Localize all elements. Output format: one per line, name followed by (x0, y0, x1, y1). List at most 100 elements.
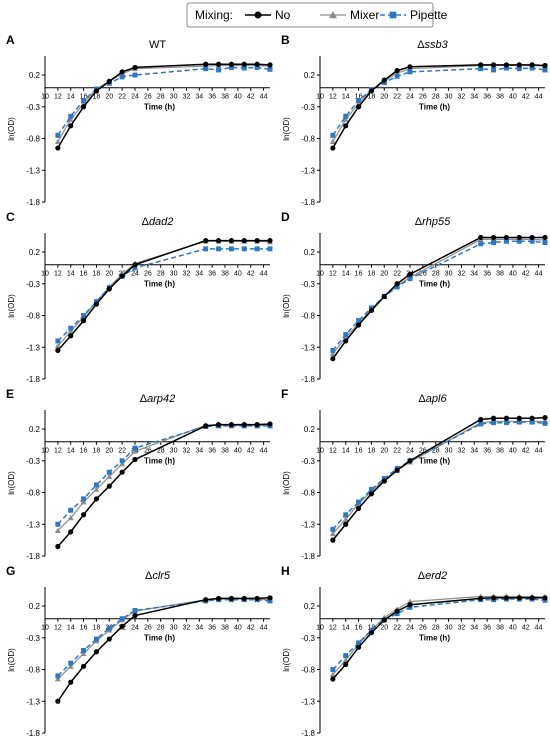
x-tick-label: 40 (509, 448, 517, 455)
data-point-no (355, 505, 362, 511)
x-tick-label: 26 (144, 448, 152, 455)
y-tick-label: -1.8 (26, 375, 40, 384)
y-tick-label: -0.3 (301, 457, 315, 466)
x-tick-label: 40 (509, 94, 517, 101)
data-point-no (330, 356, 336, 362)
x-tick-label: 16 (355, 271, 363, 278)
data-point-no (516, 595, 522, 601)
panel-letter: F (281, 387, 288, 401)
data-point-pipette (503, 65, 509, 71)
panel-letter: D (281, 210, 290, 224)
data-point-no (228, 61, 235, 67)
data-point-pipette (228, 64, 234, 70)
series-pipette (55, 246, 273, 344)
y-tick-label: -0.8 (26, 666, 40, 675)
x-tick-label: 10 (316, 94, 324, 101)
data-point-no (68, 333, 74, 339)
x-tick-label: 40 (509, 625, 517, 632)
y-tick-label: -1.3 (301, 166, 315, 175)
data-point-no (106, 286, 112, 292)
x-tick-label: 38 (496, 625, 504, 632)
x-tick-label: 20 (105, 448, 113, 455)
data-point-mixer (342, 657, 349, 663)
data-point-pipette (542, 67, 548, 73)
data-point-pipette (542, 420, 548, 426)
data-point-mixer (54, 676, 61, 682)
x-tick-label: 44 (535, 448, 543, 455)
x-tick-label: 16 (355, 625, 363, 632)
panel-d: DΔrhp55101214161820222426283032343638404… (281, 210, 548, 384)
data-point-no (203, 61, 209, 67)
series-pipette (55, 423, 273, 527)
data-point-no (381, 293, 387, 300)
data-point-mixer (329, 530, 336, 537)
x-tick-label: 30 (445, 625, 453, 632)
data-point-pipette (343, 512, 349, 518)
data-point-no (394, 281, 400, 287)
y-tick-label: -0.8 (301, 666, 315, 675)
data-point-no (529, 62, 535, 68)
data-point-pipette (407, 276, 413, 282)
data-point-pipette (529, 419, 535, 425)
x-tick-label: 14 (67, 94, 75, 101)
panel-f: F Δapl6 10 12 14 16 18 20 22 24 26 28 30 32 34 36 38 40 42… (281, 387, 548, 561)
y-tick-label: -1.8 (301, 198, 315, 207)
data-point-mixer (67, 514, 74, 521)
data-point-pipette (503, 420, 509, 426)
data-point-no (490, 415, 497, 421)
x-tick-label: 44 (260, 271, 268, 278)
data-point-mixer (54, 527, 61, 534)
data-point-no (254, 61, 260, 67)
x-tick-label: 32 (183, 271, 191, 278)
x-tick-label: 16 (80, 94, 88, 101)
data-point-no (503, 234, 510, 241)
x-tick-label: 28 (157, 625, 165, 632)
data-point-no (93, 649, 100, 655)
data-point-pipette (216, 246, 222, 252)
data-point-mixer (329, 671, 336, 677)
data-point-no (330, 537, 336, 543)
series-line-mixer (332, 420, 545, 535)
y-tick-label: 0.2 (304, 425, 316, 434)
y-tick-label: -1.3 (26, 697, 40, 706)
y-axis-title: ln(OD) (282, 471, 291, 495)
series-no (330, 62, 548, 151)
x-axis-title: Time (h) (144, 634, 175, 643)
data-point-pipette (55, 521, 61, 527)
data-point-no (368, 88, 375, 94)
x-tick-label: 20 (380, 271, 388, 278)
legend-title: Mixing: (195, 8, 233, 22)
data-point-mixer (119, 460, 126, 467)
data-point-pipette (106, 469, 112, 475)
x-tick-label: 16 (80, 448, 88, 455)
data-point-no (478, 234, 484, 241)
legend-entry-pipette: Pipette (380, 8, 448, 22)
series-line-mixer (57, 424, 271, 532)
x-tick-label: 26 (419, 271, 427, 278)
data-point-no (254, 238, 260, 244)
legend-label-mixer: Mixer (350, 8, 379, 22)
data-point-mixer (342, 516, 349, 522)
series-line-no (332, 416, 546, 541)
data-point-no (503, 595, 510, 601)
data-point-no (516, 62, 522, 68)
data-point-pipette (216, 67, 222, 73)
data-point-no (529, 595, 535, 601)
y-tick-label: 0.2 (304, 248, 316, 257)
y-tick-label: -0.8 (301, 135, 315, 144)
data-point-no (478, 595, 484, 602)
panel-letter: C (6, 210, 15, 224)
y-axis-title: ln(OD) (282, 648, 291, 672)
data-point-pipette (81, 313, 87, 318)
data-point-no (55, 347, 61, 354)
x-tick-label: 36 (483, 94, 491, 101)
series-line-pipette (57, 248, 270, 342)
data-point-no (343, 661, 349, 668)
x-tick-label: 14 (342, 448, 350, 455)
data-point-no (267, 595, 273, 601)
data-point-pipette (529, 65, 535, 71)
series-line-no (57, 239, 270, 351)
data-point-mixer (132, 448, 138, 454)
data-point-pipette (228, 246, 234, 252)
data-point-no (529, 415, 535, 421)
